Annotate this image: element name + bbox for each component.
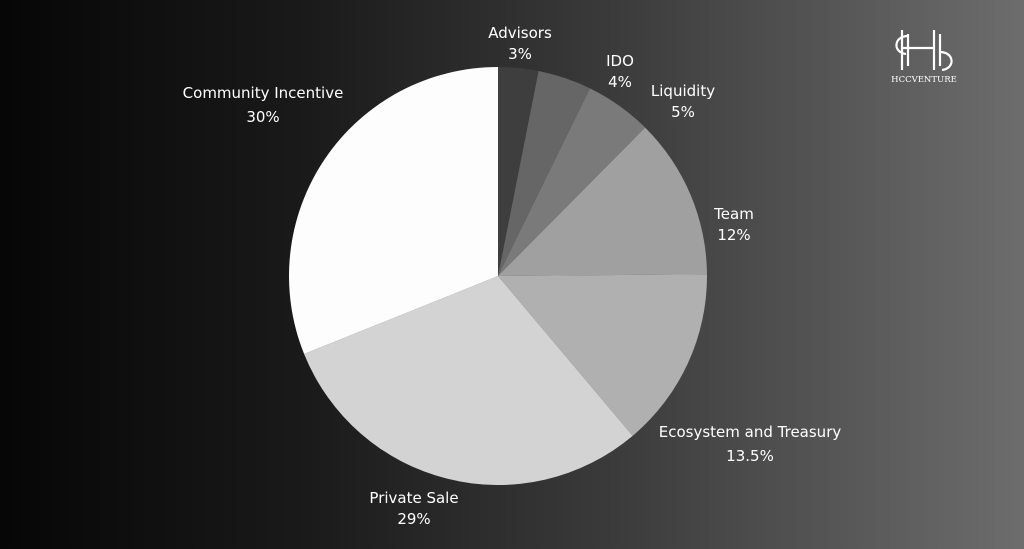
pie-slices [289,67,707,485]
brand-logo: HCCVENTURE [886,26,962,88]
slice-value-ido: 4% [608,73,632,91]
pie-slice-community-incentive [289,67,498,355]
pie-slice-private-sale [304,276,633,485]
pie-slice-team [498,127,707,276]
pie-slice-ido [498,70,590,276]
slice-label-community-incentive: Community Incentive [183,84,344,102]
pie-slice-ecosystem-and-treasury [498,274,707,436]
slice-value-liquidity: 5% [671,103,695,121]
slice-label-ido: IDO [606,52,634,70]
logo-mark-icon [895,30,953,72]
slice-value-community-incentive: 30% [246,108,279,126]
slice-value-ecosystem-and-treasury: 13.5% [726,447,774,465]
slice-label-advisors: Advisors [488,24,552,42]
logo-text: HCCVENTURE [891,75,957,85]
slice-value-private-sale: 29% [397,510,430,528]
slice-label-ecosystem-and-treasury: Ecosystem and Treasury [659,423,842,441]
slice-value-team: 12% [717,226,750,244]
pie-slice-liquidity [498,88,646,276]
pie-labels: Advisors 3% IDO 4% Liquidity 5% Team 12% Ecosyst… [183,24,842,528]
pie-slice-advisors [498,67,539,276]
slice-value-advisors: 3% [508,45,532,63]
slice-label-private-sale: Private Sale [369,489,458,507]
slice-label-liquidity: Liquidity [651,82,715,100]
slice-label-team: Team [713,205,754,223]
